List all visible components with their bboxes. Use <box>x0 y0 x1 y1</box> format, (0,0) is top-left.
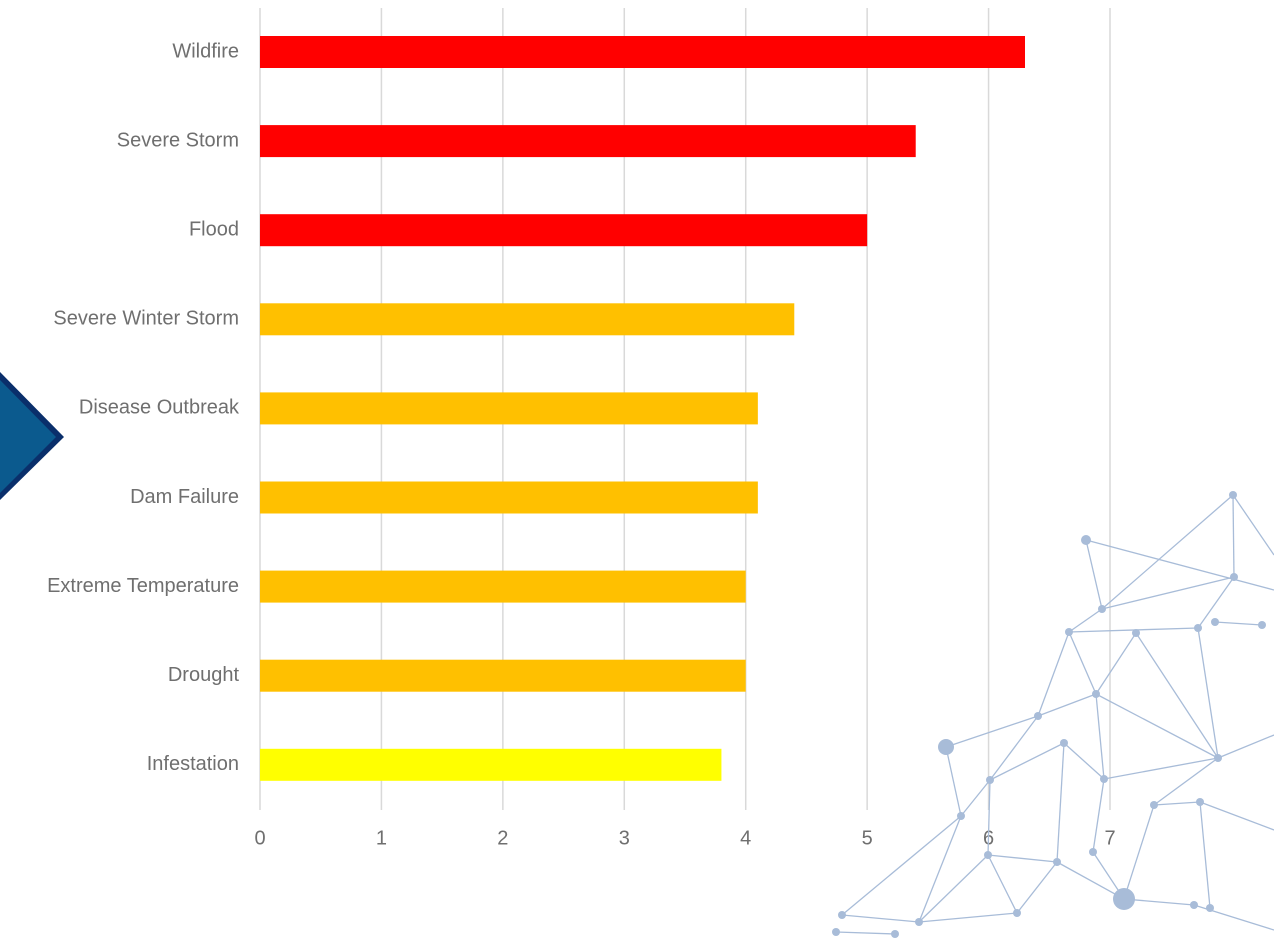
bar <box>260 570 746 603</box>
y-tick-label: Disease Outbreak <box>79 397 240 419</box>
y-tick-label: Severe Storm <box>117 129 239 151</box>
x-tick-label: 3 <box>619 827 630 849</box>
y-tick-label: Extreme Temperature <box>47 575 239 597</box>
x-tick-label: 1 <box>376 827 387 849</box>
y-tick-label: Wildfire <box>172 40 239 62</box>
bar <box>260 748 722 781</box>
x-tick-label: 7 <box>1104 827 1115 849</box>
y-tick-label: Infestation <box>147 753 239 775</box>
y-tick-label: Severe Winter Storm <box>53 308 239 330</box>
bar <box>260 125 916 158</box>
x-tick-label: 0 <box>254 827 265 849</box>
network-decoration <box>832 491 1274 938</box>
x-tick-label: 2 <box>497 827 508 849</box>
y-tick-label: Flood <box>189 218 239 240</box>
y-tick-label: Dam Failure <box>130 486 239 508</box>
x-tick-label: 5 <box>862 827 873 849</box>
x-tick-label: 4 <box>740 827 751 849</box>
y-tick-label: Drought <box>168 664 240 686</box>
bar <box>260 214 868 247</box>
bar <box>260 303 795 336</box>
bar <box>260 36 1025 68</box>
bar <box>260 392 758 425</box>
bar <box>260 481 758 514</box>
decoration <box>0 372 64 500</box>
bar <box>260 659 746 692</box>
